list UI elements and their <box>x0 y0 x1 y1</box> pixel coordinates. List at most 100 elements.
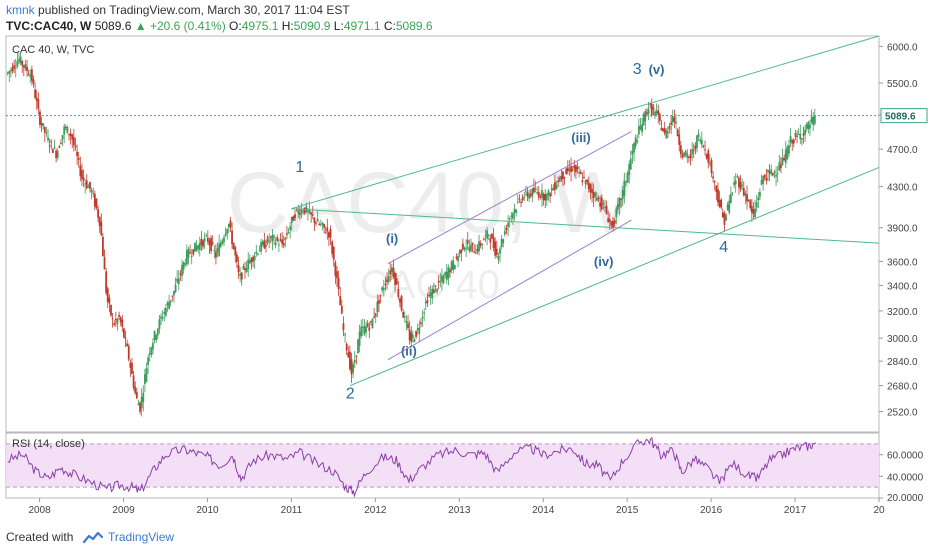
candle-body <box>236 254 238 262</box>
candle-body <box>339 295 342 306</box>
candle-body <box>121 319 124 327</box>
candle-body <box>652 107 655 110</box>
candle-body <box>22 65 25 68</box>
candle-body <box>439 281 442 283</box>
candle-body <box>583 176 585 178</box>
candle-body <box>636 140 639 143</box>
candle-body <box>355 355 358 357</box>
candle-body <box>307 210 309 212</box>
candle-body <box>613 220 616 224</box>
candle-body <box>662 128 664 132</box>
candle-body <box>77 157 80 160</box>
candle-body <box>594 192 597 197</box>
candle-body <box>319 224 322 226</box>
trend-line-inner-upper[interactable] <box>387 131 632 265</box>
candle-body <box>650 104 653 115</box>
wave-label: 2 <box>346 385 355 402</box>
candle-body <box>441 275 443 282</box>
candle-body <box>190 255 193 257</box>
candle-body <box>40 122 43 126</box>
candle-body <box>597 197 600 199</box>
trend-line-lower-channel[interactable] <box>349 166 880 387</box>
time-axis[interactable]: 2008 2009 2010 2011 2012 2013 2014 2015 2016 2017… <box>28 498 885 516</box>
candle-body <box>184 263 187 265</box>
candle-body <box>458 250 461 255</box>
candle-body <box>507 222 510 227</box>
candle-body <box>515 209 518 213</box>
candle-body <box>696 135 698 148</box>
candle-body <box>10 69 12 71</box>
candle-body <box>794 133 797 138</box>
candle-body <box>173 290 175 296</box>
candle-body <box>252 256 254 262</box>
candle-body <box>108 297 111 304</box>
candle-body <box>156 328 159 336</box>
candle-body <box>331 241 334 254</box>
candle-body <box>778 162 781 171</box>
candle-body <box>100 221 103 236</box>
candle-body <box>85 180 88 189</box>
time-tick-label: 2010 <box>196 505 219 516</box>
candle-body <box>279 239 282 241</box>
candle-body <box>237 264 240 272</box>
candle-body <box>181 264 183 277</box>
candle-body <box>139 402 141 412</box>
candle-body <box>413 339 416 343</box>
candle-body <box>113 323 116 325</box>
candle-body <box>575 165 577 173</box>
candle-body <box>19 56 22 64</box>
candle-body <box>549 193 551 197</box>
candle-body <box>452 260 455 270</box>
candle-body <box>631 150 634 155</box>
candle-body <box>765 177 768 181</box>
candle-body <box>418 327 421 334</box>
candle-body <box>789 136 792 143</box>
candle-body <box>487 234 490 236</box>
candle-body <box>531 188 534 197</box>
candle-body <box>649 103 652 105</box>
candle-body <box>45 132 48 134</box>
wave-label: (ii) <box>401 343 417 358</box>
candle-body <box>555 185 558 189</box>
candle-body <box>402 312 405 318</box>
candle-body <box>43 127 46 133</box>
price-pane[interactable] <box>5 35 880 433</box>
time-tick-label: 2012 <box>364 505 387 516</box>
candle-body <box>297 209 300 214</box>
candle-body <box>581 180 584 183</box>
candle-body <box>623 181 626 196</box>
candle-body <box>13 65 16 69</box>
candle-body <box>118 314 120 317</box>
trend-line-middle-line[interactable] <box>291 208 880 244</box>
time-tick-label: 2013 <box>448 505 471 516</box>
candle-body <box>618 198 621 207</box>
candle-body <box>386 279 388 283</box>
candle-body <box>163 312 166 314</box>
candle-body <box>576 166 579 170</box>
price-axis[interactable]: 6000.05500.05100.04700.04300.03900.03600… <box>879 42 918 418</box>
candle-body <box>770 169 773 175</box>
candle-body <box>384 283 387 285</box>
candle-body <box>287 232 290 234</box>
candle-body <box>11 67 14 72</box>
trend-line-upper-channel[interactable] <box>291 35 880 210</box>
author-link[interactable]: kmnk <box>6 3 35 17</box>
candle-body <box>347 352 350 358</box>
candle-body <box>750 206 753 213</box>
candle-body <box>366 323 369 327</box>
rsi-axis[interactable]: 60.0000 40.0000 20.0000 <box>879 451 924 504</box>
tradingview-brand[interactable]: TradingView <box>108 530 175 544</box>
low-label: L: <box>333 19 344 33</box>
candle-body <box>155 335 158 341</box>
candle-body <box>754 208 756 218</box>
candle-body <box>234 247 237 256</box>
candle-body <box>153 331 156 340</box>
candle-body <box>747 199 750 201</box>
price-chart[interactable]: CAC40, W CAC 40 123 (v)4(i)(ii)(iii)(iv) … <box>0 0 932 522</box>
candle-body <box>387 275 390 283</box>
candle-body <box>571 169 574 171</box>
candle-body <box>277 244 280 246</box>
candle-body <box>723 213 726 225</box>
trend-line-inner-lower[interactable] <box>387 219 632 361</box>
wave-label: (iii) <box>571 130 591 145</box>
